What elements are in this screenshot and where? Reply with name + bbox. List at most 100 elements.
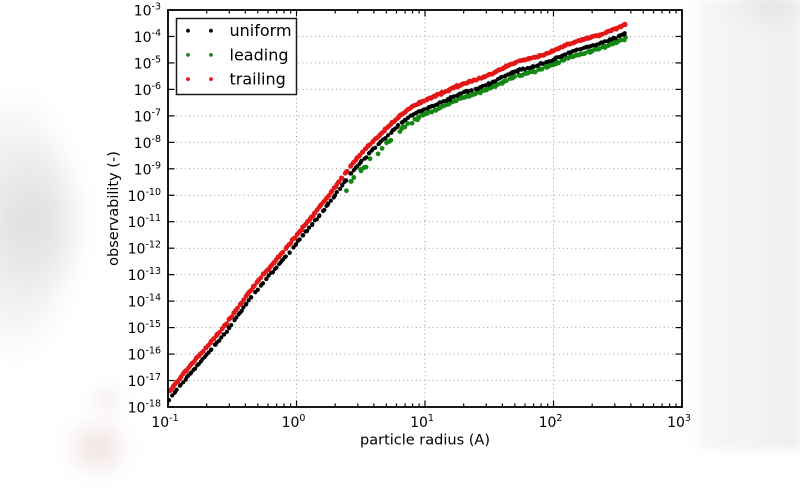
data-point bbox=[539, 66, 545, 72]
data-point bbox=[304, 228, 310, 234]
data-point bbox=[178, 382, 183, 388]
y-tick-label: 10-18 bbox=[128, 399, 161, 417]
data-point bbox=[174, 387, 179, 392]
legend-label-uniform: uniform bbox=[230, 21, 292, 40]
y-axis-label: observability (-) bbox=[106, 151, 122, 266]
data-point bbox=[314, 217, 319, 222]
data-point bbox=[219, 335, 224, 340]
y-tick-label: 10-5 bbox=[134, 54, 161, 72]
data-point bbox=[310, 221, 315, 227]
data-point bbox=[252, 283, 257, 289]
legend-marker-leading bbox=[186, 53, 190, 57]
data-point bbox=[493, 79, 498, 84]
data-point bbox=[622, 22, 628, 28]
data-point bbox=[540, 61, 545, 66]
data-point bbox=[235, 305, 240, 311]
data-point bbox=[367, 156, 373, 162]
data-point bbox=[385, 133, 391, 138]
data-point bbox=[229, 314, 235, 320]
data-point bbox=[249, 295, 254, 300]
x-tick-label: 100 bbox=[282, 413, 306, 431]
legend-marker-uniform bbox=[209, 28, 213, 33]
y-tick-label: 10-17 bbox=[128, 372, 161, 390]
data-point bbox=[469, 88, 474, 93]
data-point bbox=[613, 36, 618, 41]
tick-labels: 10-3 10-4 10-5 10-6 10-7 10-8 10-9 10-10 10-11 10… bbox=[128, 2, 691, 432]
data-point bbox=[531, 64, 536, 70]
data-point bbox=[217, 338, 222, 343]
y-tick-label: 10-7 bbox=[134, 107, 161, 125]
y-tick-label: 10-9 bbox=[134, 160, 161, 178]
y-tick-label: 10-15 bbox=[128, 319, 161, 337]
data-point bbox=[344, 178, 349, 183]
data-point bbox=[375, 151, 381, 157]
data-point bbox=[244, 301, 249, 306]
data-point bbox=[334, 189, 339, 195]
data-point bbox=[221, 332, 227, 337]
legend-marker-trailing bbox=[209, 77, 213, 81]
observability-chart: 10-3 10-4 10-5 10-6 10-7 10-8 10-9 10-10 10-11 10… bbox=[106, 2, 691, 449]
data-point bbox=[504, 78, 509, 84]
data-point bbox=[260, 281, 266, 286]
data-point bbox=[283, 254, 288, 259]
data-point bbox=[364, 155, 369, 160]
legend-label-leading: leading bbox=[230, 45, 289, 64]
y-tick-label: 10-16 bbox=[128, 346, 161, 364]
x-tick-label: 101 bbox=[410, 413, 434, 431]
data-point bbox=[224, 321, 230, 327]
data-point bbox=[395, 123, 401, 128]
y-tick-label: 10-4 bbox=[134, 28, 161, 46]
legend-marker-trailing bbox=[186, 77, 190, 81]
data-point bbox=[337, 186, 343, 191]
y-tick-label: 10-6 bbox=[134, 81, 161, 99]
data-point bbox=[405, 121, 411, 126]
data-point bbox=[332, 193, 338, 198]
data-point bbox=[622, 31, 627, 36]
data-point bbox=[264, 276, 269, 282]
series-uniform bbox=[168, 31, 627, 405]
data-point bbox=[563, 52, 568, 57]
data-point bbox=[293, 242, 298, 248]
series-group bbox=[168, 21, 628, 405]
data-point bbox=[602, 39, 607, 44]
y-tick-label: 10-11 bbox=[128, 213, 161, 231]
data-point bbox=[274, 265, 279, 270]
data-point bbox=[317, 213, 322, 218]
data-point bbox=[224, 329, 229, 334]
x-axis-label: particle radius (A) bbox=[360, 433, 490, 449]
data-point bbox=[556, 60, 562, 66]
series-trailing bbox=[168, 21, 628, 397]
data-point bbox=[402, 124, 408, 130]
data-point bbox=[246, 298, 251, 303]
x-tick-label: 10-1 bbox=[151, 413, 178, 431]
data-point bbox=[340, 182, 345, 187]
data-point bbox=[349, 171, 354, 176]
y-tick-label: 10-12 bbox=[128, 240, 161, 258]
x-tick-label: 103 bbox=[667, 413, 691, 431]
data-point bbox=[379, 146, 385, 151]
data-point bbox=[574, 47, 579, 52]
legend-label-trailing: trailing bbox=[230, 70, 286, 89]
data-point bbox=[336, 179, 342, 184]
data-point bbox=[326, 201, 331, 206]
data-point bbox=[270, 270, 276, 275]
y-tick-label: 10-10 bbox=[128, 187, 161, 205]
legend-box bbox=[175, 17, 298, 96]
data-point bbox=[287, 250, 292, 255]
data-point bbox=[344, 168, 350, 174]
gridlines bbox=[168, 10, 682, 407]
data-point bbox=[200, 348, 206, 354]
data-point bbox=[307, 225, 312, 230]
data-point bbox=[234, 315, 239, 320]
data-point bbox=[208, 347, 213, 353]
data-point bbox=[499, 74, 504, 80]
data-point bbox=[255, 287, 260, 292]
legend-marker-leading bbox=[209, 53, 213, 57]
data-point bbox=[582, 50, 588, 56]
data-point bbox=[258, 275, 264, 281]
data-point bbox=[239, 308, 244, 313]
data-point bbox=[532, 69, 538, 75]
data-point bbox=[366, 151, 372, 156]
data-point bbox=[241, 305, 246, 310]
